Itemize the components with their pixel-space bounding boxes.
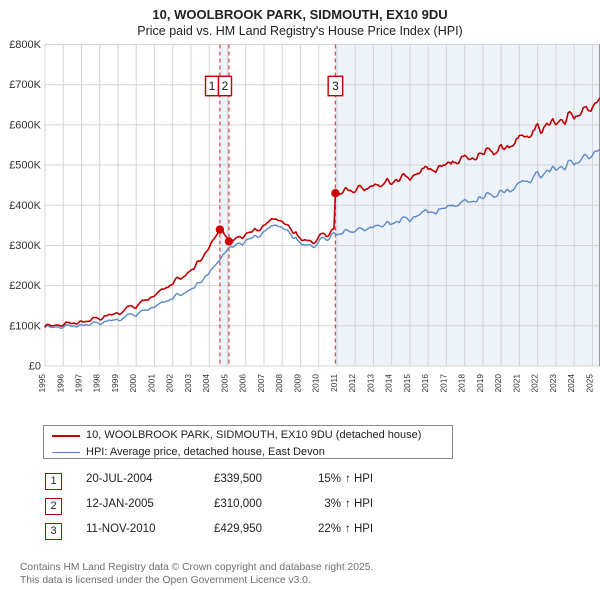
svg-text:2011: 2011: [329, 374, 339, 392]
svg-text:2009: 2009: [292, 374, 302, 393]
svg-text:£800K: £800K: [9, 39, 41, 51]
svg-text:2006: 2006: [238, 374, 248, 393]
svg-text:£600K: £600K: [9, 119, 41, 131]
svg-text:1996: 1996: [55, 374, 65, 393]
svg-text:1997: 1997: [73, 374, 83, 393]
svg-text:2025: 2025: [584, 374, 594, 393]
svg-text:2: 2: [222, 79, 229, 93]
svg-text:2018: 2018: [457, 374, 467, 393]
svg-text:2020: 2020: [493, 374, 503, 393]
svg-text:£400K: £400K: [9, 200, 41, 212]
svg-text:2007: 2007: [256, 374, 266, 393]
svg-text:2019: 2019: [475, 374, 485, 393]
svg-text:£500K: £500K: [9, 160, 41, 172]
svg-text:2016: 2016: [420, 374, 430, 393]
svg-text:1999: 1999: [110, 374, 120, 393]
svg-text:1: 1: [209, 79, 216, 93]
svg-text:1995: 1995: [37, 374, 47, 393]
svg-text:2001: 2001: [146, 374, 156, 393]
svg-text:2015: 2015: [402, 374, 412, 393]
svg-text:2017: 2017: [438, 374, 448, 393]
svg-text:£200K: £200K: [9, 280, 41, 292]
svg-text:2000: 2000: [128, 374, 138, 393]
svg-text:2013: 2013: [365, 374, 375, 393]
svg-text:£300K: £300K: [9, 240, 41, 252]
svg-text:£100K: £100K: [9, 320, 41, 332]
svg-text:£700K: £700K: [9, 79, 41, 91]
svg-text:2012: 2012: [347, 374, 357, 393]
svg-text:2003: 2003: [183, 374, 193, 393]
svg-text:2010: 2010: [311, 374, 321, 393]
svg-text:3: 3: [332, 79, 339, 93]
svg-text:1998: 1998: [92, 374, 102, 393]
svg-text:2021: 2021: [511, 374, 521, 393]
svg-text:2004: 2004: [201, 374, 211, 393]
svg-text:2002: 2002: [165, 374, 175, 393]
svg-text:2022: 2022: [530, 374, 540, 393]
svg-text:2023: 2023: [548, 374, 558, 393]
svg-text:2014: 2014: [384, 374, 394, 393]
svg-text:2005: 2005: [219, 374, 229, 393]
svg-text:£0: £0: [29, 361, 41, 373]
svg-text:2024: 2024: [566, 374, 576, 393]
svg-text:2008: 2008: [274, 374, 284, 393]
